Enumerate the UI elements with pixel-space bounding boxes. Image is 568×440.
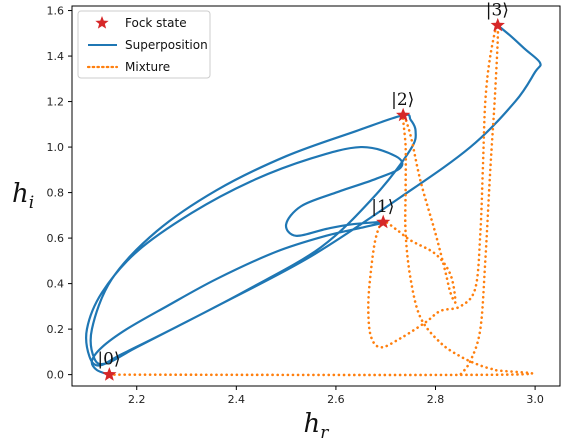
legend-box xyxy=(77,10,211,79)
y-tick-label: 1.6 xyxy=(47,5,65,18)
x-axis-label-subscript: r xyxy=(320,423,329,440)
y-tick-label: 0.2 xyxy=(47,323,65,336)
series-superposition-line xyxy=(85,24,542,376)
legend: Fock state Superposition Mixture xyxy=(77,10,211,79)
y-axis-label: hi xyxy=(12,179,34,213)
y-tick-label: 1.2 xyxy=(47,96,65,109)
y-axis-label-subscript: i xyxy=(29,193,34,213)
legend-fock-marker xyxy=(95,16,109,29)
y-tick-label: 0.8 xyxy=(47,187,65,200)
fock-state-marker xyxy=(396,107,411,122)
x-tick-label: 3.0 xyxy=(526,393,544,406)
x-tick-label: 2.4 xyxy=(228,393,246,406)
y-tick-label: 0.0 xyxy=(47,369,65,382)
x-axis-label: hr xyxy=(304,409,330,440)
fock-state-marker xyxy=(376,214,391,229)
legend-label-fock: Fock state xyxy=(125,16,187,30)
legend-label-superposition: Superposition xyxy=(125,38,208,52)
x-tick-label: 2.2 xyxy=(128,393,146,406)
fock-state-label: |2⟩ xyxy=(391,90,414,110)
fock-state-marker xyxy=(490,17,505,32)
x-tick-label: 2.8 xyxy=(427,393,445,406)
legend-label-mixture: Mixture xyxy=(125,60,170,74)
x-tick-label: 2.6 xyxy=(327,393,345,406)
y-tick-label: 0.4 xyxy=(47,278,65,291)
y-tick-label: 0.6 xyxy=(47,232,65,245)
fock-state-marker xyxy=(102,367,117,381)
plot-area: |0⟩ |1⟩ |2⟩ |3⟩ xyxy=(85,0,542,381)
series-mixture-line xyxy=(108,23,534,377)
y-tick-label: 1.0 xyxy=(47,141,65,154)
fock-state-label: |1⟩ xyxy=(371,197,394,217)
fock-state-label: |3⟩ xyxy=(486,0,509,20)
fock-state-label: |0⟩ xyxy=(97,350,120,370)
y-tick-label: 1.4 xyxy=(47,50,65,63)
axes: 2.2 2.4 2.6 2.8 3.0 0.0 0.2 0.4 0.6 0.8 1.0 1.2 1.4 1… xyxy=(47,5,561,406)
plot-frame xyxy=(71,5,561,387)
